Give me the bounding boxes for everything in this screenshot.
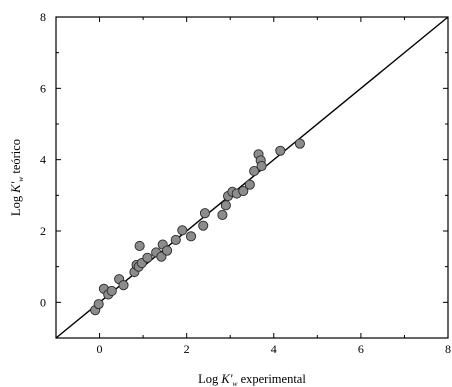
- axis-ticks: [55, 16, 449, 339]
- data-point: [118, 280, 129, 291]
- data-point: [198, 220, 209, 231]
- data-point: [142, 252, 153, 263]
- data-point: [249, 166, 260, 177]
- y-tick-label: 4: [40, 153, 46, 167]
- data-point: [170, 234, 181, 245]
- x-tick-label: 6: [358, 342, 364, 356]
- y-axis-label-symbol: K': [9, 181, 23, 193]
- x-tick-label: 4: [271, 342, 277, 356]
- data-point: [217, 209, 228, 220]
- y-axis-label-suffix: teórico: [9, 139, 23, 177]
- data-point: [220, 200, 231, 211]
- x-axis-label: Log K'w experimental: [198, 372, 306, 387]
- y-tick-label: 0: [40, 295, 46, 309]
- x-axis-label-suffix: experimental: [237, 372, 306, 386]
- data-point: [256, 161, 267, 172]
- data-point: [185, 231, 197, 242]
- y-tick-label: 2: [40, 224, 46, 238]
- y-tick-label: 8: [40, 10, 46, 24]
- x-axis-label-prefix: Log: [198, 372, 221, 386]
- y-axis-label-subscript: w: [16, 177, 25, 182]
- y-axis-label-prefix: Log: [9, 193, 23, 216]
- data-point: [177, 225, 188, 236]
- data-point: [106, 285, 117, 296]
- x-axis-label-symbol: K': [220, 372, 232, 386]
- data-point: [244, 179, 255, 190]
- data-point: [93, 299, 104, 310]
- x-axis-label-subscript: w: [232, 379, 237, 387]
- data-point: [134, 240, 145, 252]
- data-point: [275, 145, 286, 156]
- tick-labels: 0 2 4 6 8 0 2 4 6 8: [40, 10, 451, 356]
- x-tick-label: 8: [445, 342, 451, 356]
- y-tick-label: 6: [40, 81, 46, 95]
- plot-frame: [55, 16, 449, 339]
- x-tick-label: 0: [97, 342, 103, 356]
- data-points: [90, 138, 305, 316]
- data-point: [238, 186, 249, 197]
- data-point: [294, 138, 305, 149]
- data-point: [199, 208, 211, 219]
- x-tick-label: 2: [184, 342, 190, 356]
- data-point: [162, 245, 173, 256]
- y-axis-label: Log K'w teórico: [9, 139, 25, 216]
